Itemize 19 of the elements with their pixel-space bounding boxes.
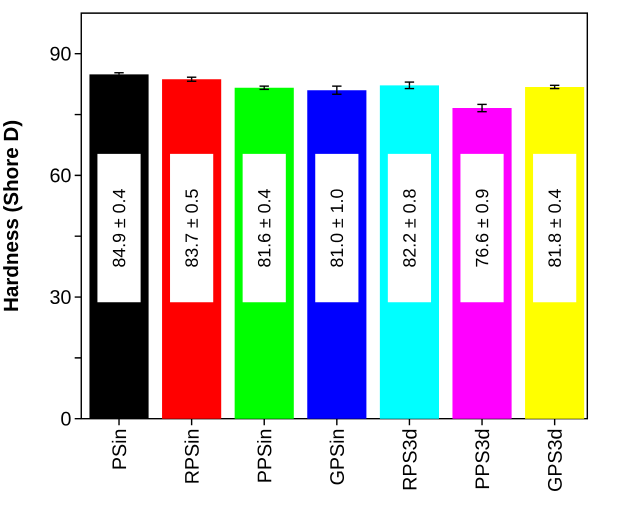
x-tick-label: GPS3d [547,430,562,491]
data-label: 84.9 ± 0.4 [112,189,126,267]
data-label: 81.8 ± 0.4 [548,189,561,267]
x-tick-label: PSin [112,430,126,469]
y-tick-label: 60 [50,168,71,182]
x-tick-label: GPSin [330,430,344,484]
data-label: 81.0 ± 1.0 [330,189,344,267]
data-label: 81.6 ± 0.4 [258,189,271,267]
y-tick-label: 30 [50,290,71,304]
y-axis-title: Hardness (Shore D) [3,120,22,311]
data-label: 83.7 ± 0.5 [185,189,198,267]
x-tick-label: RPSin [184,430,199,483]
data-label: 76.6 ± 0.9 [476,190,488,267]
y-tick-label: 90 [50,46,71,61]
x-tick-label: RPS3d [402,430,417,490]
y-tick-label: 0 [61,412,71,426]
data-label: 82.2 ± 0.8 [403,189,416,267]
x-tick-label: PPSin [257,430,272,482]
x-tick-label: PPS3d [474,430,490,488]
